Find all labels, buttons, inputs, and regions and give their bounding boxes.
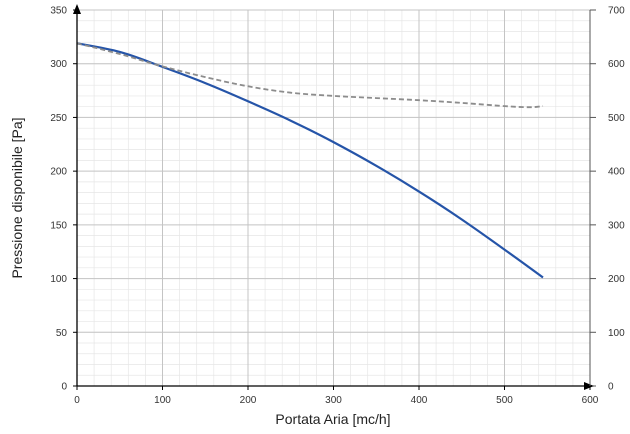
y-tick-label: 0 bbox=[61, 382, 67, 393]
x-tick-label: 200 bbox=[240, 395, 257, 406]
y-tick-label: 100 bbox=[50, 274, 67, 285]
y-tick-label: 300 bbox=[50, 59, 67, 70]
y-axis-label: Pressione disponibile [Pa] bbox=[9, 117, 25, 278]
y-axis-arrow bbox=[73, 4, 81, 14]
y-tick-label: 350 bbox=[50, 6, 67, 17]
y2-tick-label: 400 bbox=[608, 167, 625, 178]
x-tick-label: 400 bbox=[411, 395, 428, 406]
y2-tick-label: 200 bbox=[608, 274, 625, 285]
y-tick-label: 50 bbox=[56, 328, 68, 339]
y-tick-label: 150 bbox=[50, 220, 67, 231]
x-tick-label: 600 bbox=[582, 395, 599, 406]
y2-tick-label: 500 bbox=[608, 113, 625, 124]
series-line-dashed bbox=[76, 42, 544, 109]
y-tick-label: 200 bbox=[50, 167, 67, 178]
x-tick-label: 100 bbox=[154, 395, 171, 406]
axes bbox=[73, 4, 594, 390]
x-axis-label: Portata Aria [mc/h] bbox=[275, 411, 390, 427]
tick-labels: 0 100 200 300 400 500 600 0 50 100 150 200 250 300 350… bbox=[50, 6, 625, 407]
y-tick-label: 250 bbox=[50, 113, 67, 124]
series-lines bbox=[76, 42, 544, 279]
x-tick-label: 0 bbox=[74, 395, 80, 406]
x-axis-arrow bbox=[584, 382, 594, 390]
y2-tick-label: 600 bbox=[608, 59, 625, 70]
x-tick-label: 500 bbox=[496, 395, 513, 406]
y2-tick-label: 100 bbox=[608, 328, 625, 339]
x-tick-label: 300 bbox=[325, 395, 342, 406]
y2-tick-label: 300 bbox=[608, 220, 625, 231]
grid bbox=[76, 9, 591, 387]
y2-tick-label: 700 bbox=[608, 6, 625, 17]
y2-tick-label: 0 bbox=[608, 382, 614, 393]
